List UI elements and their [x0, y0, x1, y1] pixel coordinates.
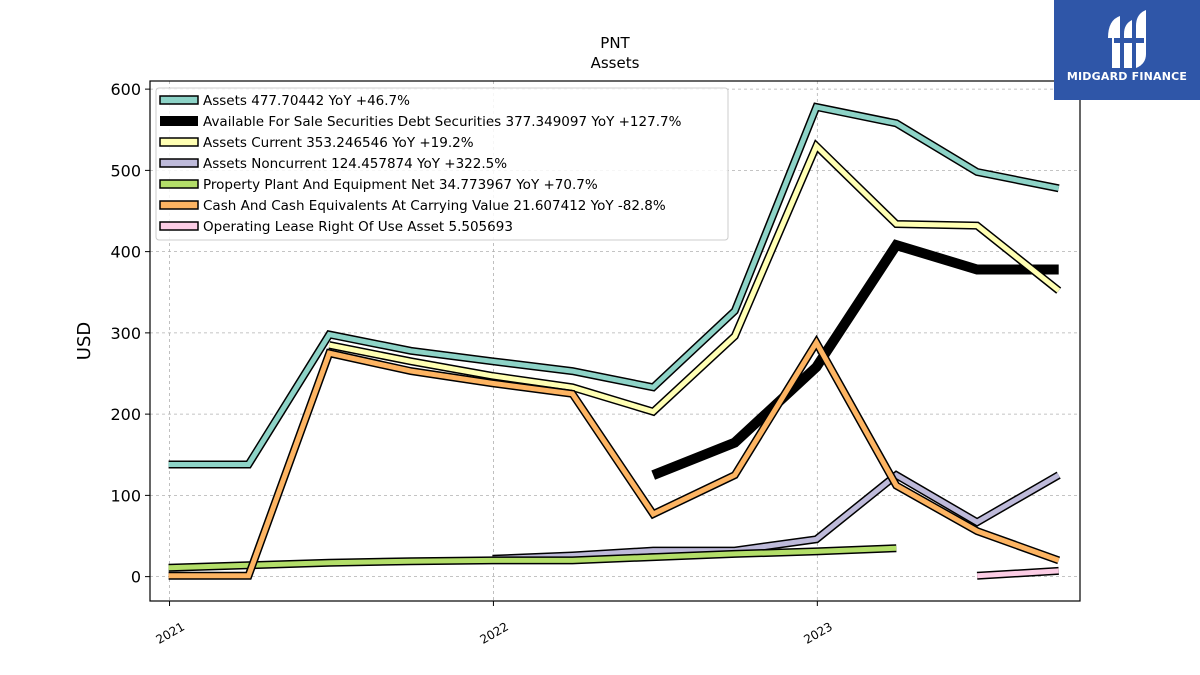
- midgard-logo-icon: [1108, 10, 1146, 68]
- legend-item: Assets Current 353.246546 YoY +19.2%: [159, 135, 474, 151]
- legend-label: Available For Sale Securities Debt Secur…: [203, 114, 682, 130]
- legend-swatch: [159, 137, 199, 147]
- y-tick-label: 300: [110, 324, 141, 343]
- legend-label: Assets Noncurrent 124.457874 YoY +322.5%: [203, 156, 507, 172]
- series-line: [168, 545, 897, 571]
- legend-label: Assets Current 353.246546 YoY +19.2%: [203, 135, 474, 151]
- y-tick-label: 600: [110, 80, 141, 99]
- series-layer: [168, 102, 1062, 580]
- x-tick-label: 2022: [477, 619, 510, 646]
- brand-name: MIDGARD FINANCE: [1066, 70, 1188, 83]
- brand-logo: MIDGARD FINANCE: [1054, 0, 1200, 100]
- series-line: [328, 141, 1061, 415]
- legend-swatch: [159, 179, 199, 189]
- legend-swatch: [159, 221, 199, 231]
- axes: 0 100 200 300 400 500 600 2021 2022 2023: [110, 80, 834, 647]
- y-tick-label: 0: [131, 568, 141, 587]
- legend-swatch: [159, 158, 199, 168]
- series-3: [492, 470, 1061, 563]
- legend-label: Property Plant And Equipment Net 34.7739…: [203, 177, 598, 193]
- series-5: [168, 334, 1061, 580]
- series-1: [651, 239, 1059, 480]
- y-tick-label: 200: [110, 405, 141, 424]
- legend-label: Cash And Cash Equivalents At Carrying Va…: [203, 198, 666, 214]
- series-line: [651, 239, 1059, 480]
- y-tick-label: 100: [110, 486, 141, 505]
- series-line: [168, 104, 1060, 467]
- series-2: [328, 139, 1062, 417]
- series-line: [492, 472, 1060, 562]
- series-4: [168, 544, 897, 572]
- series-6: [976, 566, 1059, 580]
- plot-frame: [149, 80, 1081, 602]
- legend-item: Assets 477.70442 YoY +46.7%: [159, 93, 410, 109]
- legend-item: Property Plant And Equipment Net 34.7739…: [159, 177, 598, 193]
- x-tick-label: 2021: [154, 619, 187, 646]
- legend-item: Cash And Cash Equivalents At Carrying Va…: [159, 198, 666, 214]
- legend-item: Assets Noncurrent 124.457874 YoY +322.5%: [159, 156, 507, 172]
- legend-item: Operating Lease Right Of Use Asset 5.505…: [159, 219, 513, 235]
- y-tick-label: 400: [110, 243, 141, 262]
- legend-label: Assets 477.70442 YoY +46.7%: [203, 93, 410, 109]
- legend-swatch: [159, 95, 199, 105]
- series-line: [168, 337, 1060, 579]
- legend-label: Operating Lease Right Of Use Asset 5.505…: [203, 219, 513, 235]
- chart-title: PNT: [600, 34, 630, 52]
- series-line: [976, 568, 1059, 579]
- y-tick-label: 500: [110, 161, 141, 180]
- legend: Assets 477.70442 YoY +46.7% Available For…: [155, 87, 729, 241]
- legend-swatch: [160, 116, 198, 126]
- y-axis-label: USD: [74, 322, 95, 360]
- legend-box: [155, 87, 729, 241]
- legend-swatch: [159, 200, 199, 210]
- chart-subtitle: Assets: [591, 54, 640, 72]
- series-0: [168, 102, 1060, 469]
- legend-item: Available For Sale Securities Debt Secur…: [160, 114, 682, 130]
- x-tick-label: 2023: [801, 619, 834, 646]
